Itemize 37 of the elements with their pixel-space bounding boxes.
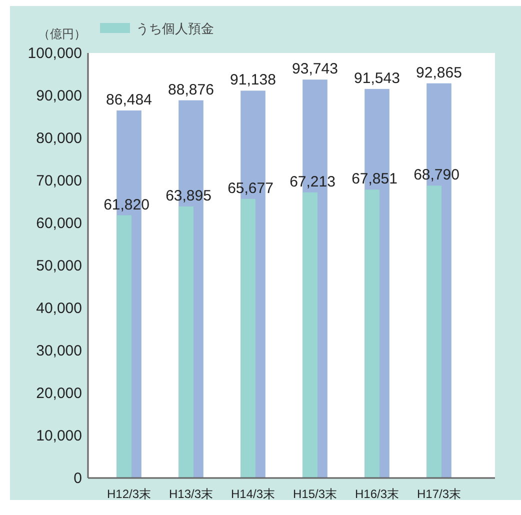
bar xyxy=(364,190,380,478)
y-tick-label: 30,000 xyxy=(36,342,82,360)
data-label: 61,820 xyxy=(104,196,150,214)
y-tick-label: 70,000 xyxy=(36,172,82,190)
legend-label: うち個人預金 xyxy=(136,21,214,36)
bar xyxy=(240,198,256,478)
x-tick-label: H13/3末 xyxy=(168,487,214,501)
y-tick-label: 60,000 xyxy=(36,215,82,232)
y-tick-label: 0 xyxy=(74,470,82,487)
bar xyxy=(302,192,318,478)
data-label: 93,743 xyxy=(292,60,338,78)
y-tick-label: 90,000 xyxy=(36,88,82,104)
data-label: 67,851 xyxy=(352,170,398,188)
bar xyxy=(178,206,194,478)
data-label: 86,484 xyxy=(106,91,152,108)
x-tick-label: H16/3末 xyxy=(354,487,400,501)
data-label: 91,543 xyxy=(354,70,400,87)
data-label: 68,790 xyxy=(414,166,460,184)
x-tick-label: H12/3末 xyxy=(106,487,152,501)
x-tick-label: H14/3末 xyxy=(230,487,276,501)
y-tick-label: 100,000 xyxy=(28,45,82,62)
data-label: 92,865 xyxy=(416,64,462,82)
data-label: 65,677 xyxy=(228,180,274,197)
y-tick-label: 20,000 xyxy=(36,385,82,402)
y-axis-title: （億円） xyxy=(38,27,86,41)
x-tick-label: H17/3末 xyxy=(416,487,462,501)
y-tick-label: 80,000 xyxy=(36,130,82,147)
bar xyxy=(426,186,442,478)
bar xyxy=(116,215,132,478)
data-label: 67,213 xyxy=(290,173,336,190)
y-tick-label: 40,000 xyxy=(36,300,82,317)
data-label: 63,895 xyxy=(166,187,212,204)
data-label: 88,876 xyxy=(168,81,214,98)
x-tick-label: H15/3末 xyxy=(292,487,338,501)
y-tick-label: 50,000 xyxy=(36,258,82,274)
data-label: 91,138 xyxy=(230,72,276,89)
y-tick-label: 10,000 xyxy=(36,428,82,444)
